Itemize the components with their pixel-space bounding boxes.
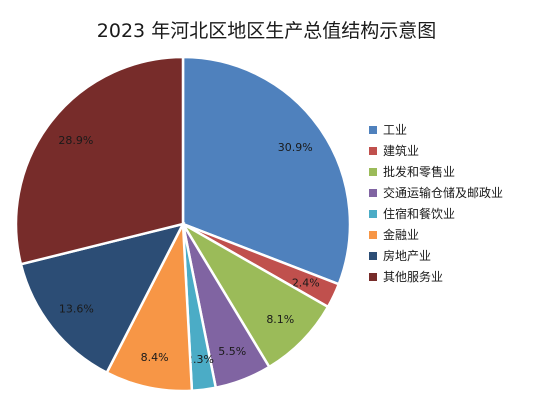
slice-value-label: 2.3% [186, 353, 214, 366]
legend-label: 其他服务业 [383, 270, 444, 284]
legend-item: 交通运输仓储及邮政业 [369, 182, 503, 203]
legend-label: 房地产业 [383, 249, 432, 263]
slice-value-label: 28.9% [58, 134, 93, 147]
legend-label: 建筑业 [383, 144, 420, 158]
legend-swatch [369, 146, 377, 155]
legend-item: 其他服务业 [369, 266, 503, 287]
legend-swatch [369, 209, 377, 218]
legend-item: 住宿和餐饮业 [369, 203, 503, 224]
legend-item: 批发和零售业 [369, 161, 503, 182]
legend-swatch [369, 251, 377, 260]
legend-swatch [369, 167, 377, 176]
slice-value-label: 8.1% [266, 313, 294, 326]
chart-legend: 工业建筑业批发和零售业交通运输仓储及邮政业 住宿和餐饮业 金融业房地产业其他服务业 [369, 119, 503, 287]
legend-swatch [369, 272, 377, 281]
pie-slice-1 [181, 55, 352, 286]
legend-swatch [369, 188, 377, 197]
legend-swatch [369, 230, 377, 239]
legend-item: 建筑业 [369, 140, 503, 161]
legend-label: 住宿和餐饮业 [383, 207, 456, 221]
legend-label: 交通运输仓储及邮政业 [383, 186, 504, 200]
legend-item: 金融业 [369, 224, 503, 245]
slice-value-label: 30.9% [278, 141, 313, 154]
slice-value-label: 8.4% [141, 351, 169, 364]
pie-slice-8 [14, 55, 185, 266]
pie-slice-6 [105, 219, 194, 393]
slice-value-label: 13.6% [59, 303, 94, 316]
legend-item: 工业 [369, 119, 503, 140]
legend-item: 房地产业 [369, 245, 503, 266]
legend-swatch [369, 125, 377, 134]
chart-title: 2023 年河北区地区生产总值结构示意图 [96, 20, 437, 42]
slice-value-label: 5.5% [218, 345, 246, 358]
legend-label: 金融业 [383, 228, 420, 242]
slice-value-label: 2.4% [292, 276, 320, 289]
pie-slice-7 [19, 222, 186, 375]
legend-label: 批发和零售业 [383, 165, 456, 179]
legend-label: 工业 [383, 123, 408, 137]
